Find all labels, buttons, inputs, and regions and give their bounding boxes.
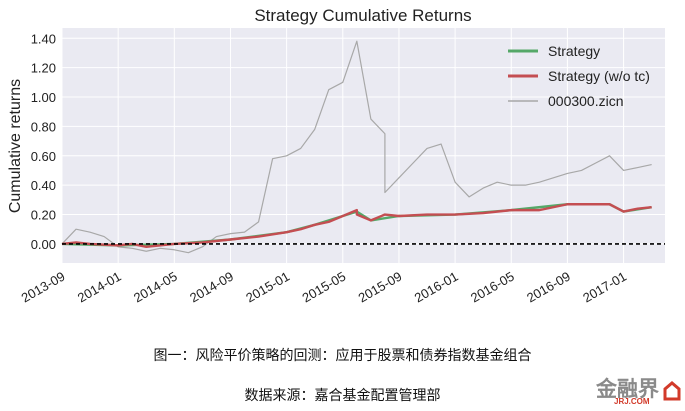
y-tick-label: 1.00 <box>31 90 56 105</box>
series-line-1 <box>61 203 652 249</box>
x-tick-label: 2016-09 <box>524 269 573 306</box>
y-tick-label: 0.20 <box>31 208 56 223</box>
legend-label: Strategy (w/o tc) <box>548 68 650 84</box>
grid <box>61 28 665 263</box>
x-tick-label: 2016-01 <box>412 269 461 306</box>
series-group <box>61 40 652 254</box>
x-tick-label: 2013-09 <box>19 269 68 306</box>
y-tick-label: 0.60 <box>31 149 56 164</box>
series-line-2 <box>61 40 652 254</box>
y-tick-label: 1.40 <box>31 31 56 46</box>
plot-background <box>62 28 665 263</box>
legend-label: Strategy <box>548 43 600 59</box>
x-tick-label: 2017-01 <box>580 269 629 306</box>
legend-label: 000300.zicn <box>548 93 624 109</box>
legend: Strategy Strategy (w/o tc) 000300.zicn <box>508 43 650 109</box>
x-tick-label: 2014-09 <box>187 269 236 306</box>
x-tick-label: 2016-05 <box>468 269 517 306</box>
x-tick-label: 2014-05 <box>131 269 180 306</box>
x-tick-label: 2014-01 <box>75 269 124 306</box>
jrj-logo: 金融界 JRJ.COM <box>596 373 682 409</box>
x-tick-label: 2015-09 <box>356 269 405 306</box>
source-line: 数据来源：嘉合基金配置管理部 <box>244 388 441 404</box>
y-tick-label: 1.20 <box>31 61 56 76</box>
logo-text: 金融界 <box>596 377 659 401</box>
x-tick-label: 2015-05 <box>299 269 348 306</box>
logo-arrow-icon <box>663 381 681 401</box>
chart-title: Strategy Cumulative Returns <box>254 6 471 25</box>
figure-caption: 图一：风险平价策略的回测：应用于股票和债券指数基金组合 <box>153 348 532 364</box>
x-tick-label: 2015-01 <box>243 269 292 306</box>
logo-subtext: JRJ.COM <box>614 397 650 406</box>
y-tick-label: 0.40 <box>31 178 56 193</box>
chart: Strategy Cumulative Returns Cumulative r… <box>7 6 665 306</box>
y-tick-label: 0.80 <box>31 119 56 134</box>
y-axis-label: Cumulative returns <box>7 79 24 213</box>
y-tick-label: 0.00 <box>31 237 56 252</box>
